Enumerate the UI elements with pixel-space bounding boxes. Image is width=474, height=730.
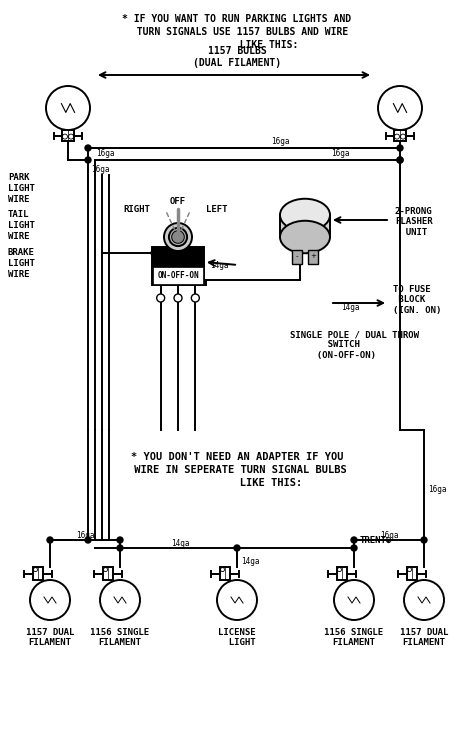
Circle shape xyxy=(234,545,240,551)
Bar xyxy=(337,567,347,580)
Ellipse shape xyxy=(280,199,330,231)
Text: RIGHT: RIGHT xyxy=(123,204,150,213)
Circle shape xyxy=(151,250,157,256)
Text: +: + xyxy=(310,253,316,259)
Text: TRENT©: TRENT© xyxy=(360,536,392,545)
Bar xyxy=(394,130,406,141)
Text: ON-OFF-ON: ON-OFF-ON xyxy=(157,271,199,280)
Circle shape xyxy=(169,228,187,246)
Text: 1157 DUAL
FILAMENT: 1157 DUAL FILAMENT xyxy=(400,628,448,648)
Circle shape xyxy=(351,537,357,543)
Text: OFF: OFF xyxy=(170,196,186,206)
Bar xyxy=(280,215,330,237)
Circle shape xyxy=(117,537,123,543)
Circle shape xyxy=(85,145,91,151)
Circle shape xyxy=(164,223,192,251)
Bar xyxy=(103,567,113,580)
Text: 16ga: 16ga xyxy=(91,166,109,174)
Bar xyxy=(62,130,74,141)
Circle shape xyxy=(397,157,403,163)
Bar xyxy=(292,250,302,264)
Circle shape xyxy=(85,537,91,543)
Text: 14ga: 14ga xyxy=(341,304,359,312)
Circle shape xyxy=(397,145,403,151)
Text: 14ga: 14ga xyxy=(241,558,259,566)
Text: LICENSE
  LIGHT: LICENSE LIGHT xyxy=(218,628,256,648)
Text: LEFT: LEFT xyxy=(206,204,228,213)
Bar xyxy=(33,567,43,580)
Circle shape xyxy=(351,545,357,551)
Text: 16ga: 16ga xyxy=(76,531,94,540)
Text: * IF YOU WANT TO RUN PARKING LIGHTS AND
  TURN SIGNALS USE 1157 BULBS AND WIRE
 : * IF YOU WANT TO RUN PARKING LIGHTS AND … xyxy=(122,14,352,50)
Text: TO FUSE
 BLOCK
(IGN. ON): TO FUSE BLOCK (IGN. ON) xyxy=(393,285,441,315)
Bar xyxy=(308,250,318,264)
Text: 14ga: 14ga xyxy=(171,539,189,548)
Circle shape xyxy=(47,537,53,543)
Text: * YOU DON'T NEED AN ADAPTER IF YOU
 WIRE IN SEPERATE TURN SIGNAL BULBS
         : * YOU DON'T NEED AN ADAPTER IF YOU WIRE … xyxy=(128,452,346,488)
Text: 16ga: 16ga xyxy=(96,148,115,158)
Text: 16ga: 16ga xyxy=(271,137,289,147)
Circle shape xyxy=(157,294,164,302)
Text: TAIL
LIGHT
WIRE: TAIL LIGHT WIRE xyxy=(8,210,35,241)
Text: 1156 SINGLE
FILAMENT: 1156 SINGLE FILAMENT xyxy=(324,628,383,648)
Text: SINGLE POLE / DUAL THROW
       SWITCH
     (ON-OFF-ON): SINGLE POLE / DUAL THROW SWITCH (ON-OFF-… xyxy=(290,330,419,360)
Circle shape xyxy=(174,294,182,302)
Bar xyxy=(220,567,230,580)
Circle shape xyxy=(397,157,403,163)
Text: 1157 DUAL
FILAMENT: 1157 DUAL FILAMENT xyxy=(26,628,74,648)
Text: 16ga: 16ga xyxy=(428,485,447,494)
Text: 16ga: 16ga xyxy=(380,531,398,540)
Text: BRAKE
LIGHT
WIRE: BRAKE LIGHT WIRE xyxy=(8,248,35,279)
Bar xyxy=(407,567,417,580)
Text: PARK
LIGHT
WIRE: PARK LIGHT WIRE xyxy=(8,173,35,204)
Text: 14ga: 14ga xyxy=(210,261,228,269)
Bar xyxy=(152,247,204,285)
Bar xyxy=(153,267,203,284)
Circle shape xyxy=(117,545,123,551)
Text: 1156 SINGLE
FILAMENT: 1156 SINGLE FILAMENT xyxy=(91,628,150,648)
Circle shape xyxy=(172,231,184,243)
Circle shape xyxy=(191,294,200,302)
Text: 16ga: 16ga xyxy=(331,150,349,158)
Text: 1157 BULBS
(DUAL FILAMENT): 1157 BULBS (DUAL FILAMENT) xyxy=(193,47,281,68)
Circle shape xyxy=(421,537,427,543)
Text: 2-PRONG
FLASHER
  UNIT: 2-PRONG FLASHER UNIT xyxy=(395,207,433,237)
Circle shape xyxy=(85,157,91,163)
Ellipse shape xyxy=(280,220,330,253)
Text: -: - xyxy=(296,253,298,259)
